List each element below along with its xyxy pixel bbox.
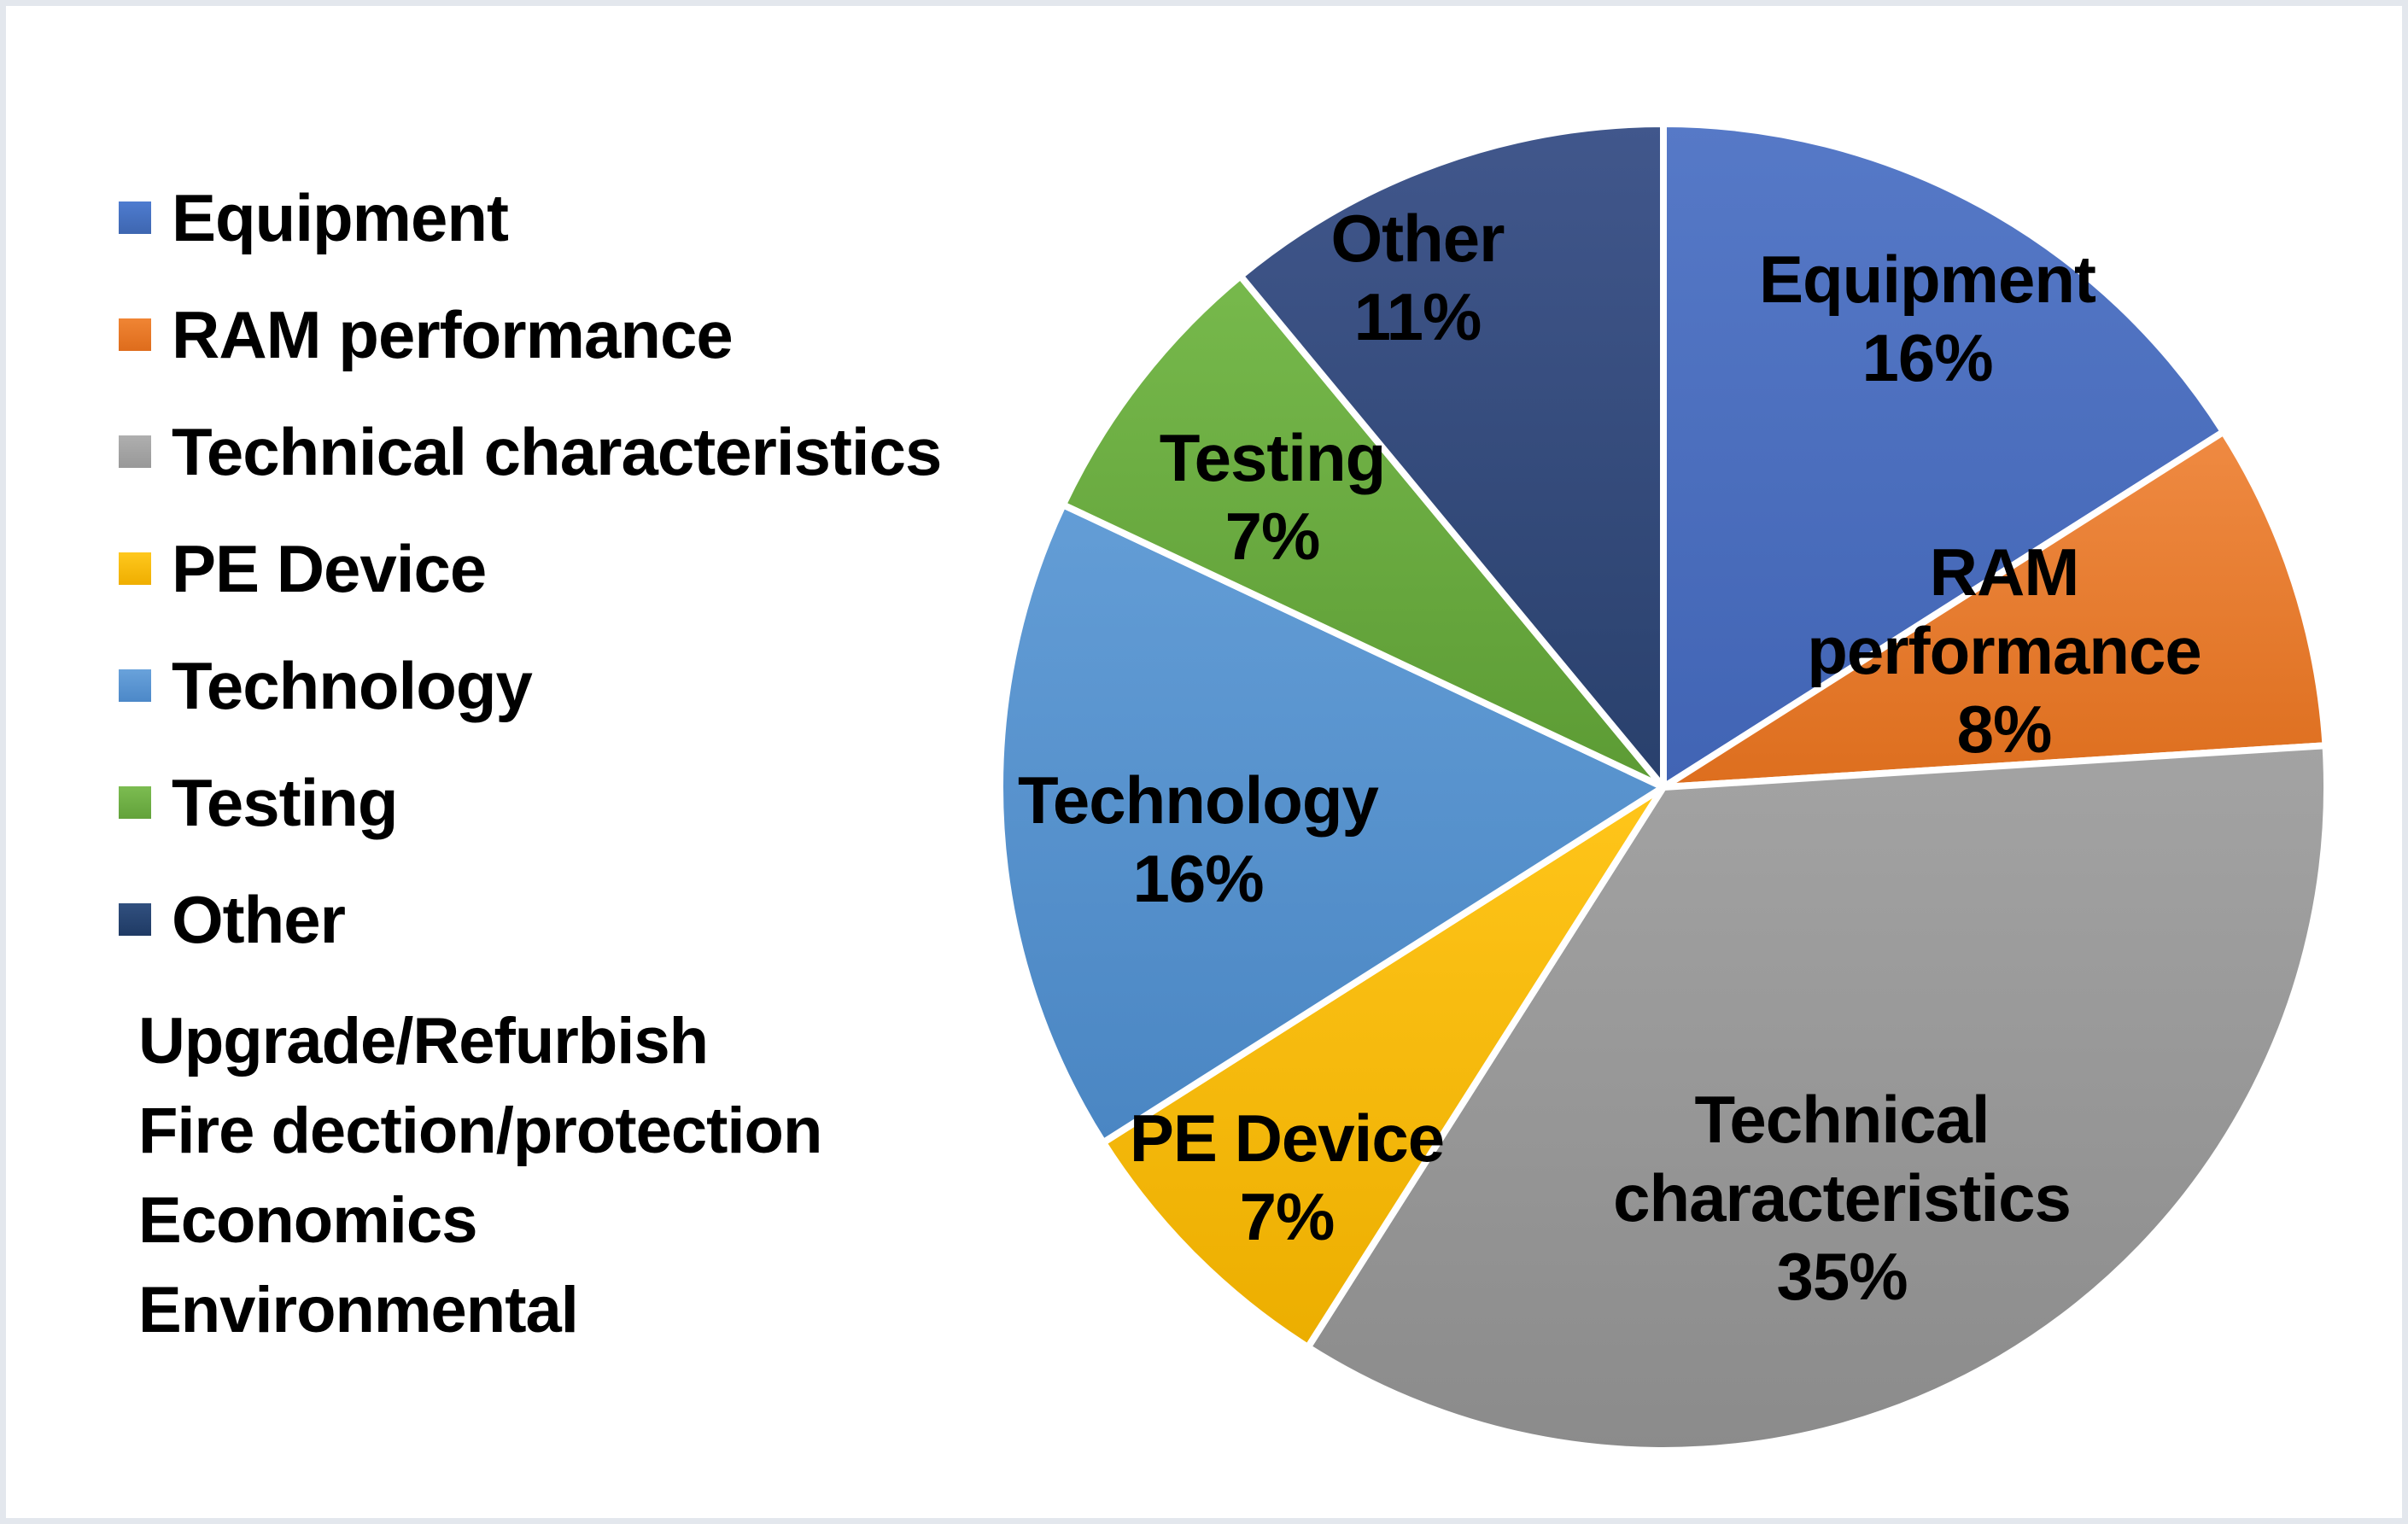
frame-hairline <box>0 0 2408 2</box>
legend-swatch-equipment <box>119 201 151 234</box>
pie-slice-pe-device <box>1100 784 1667 1351</box>
pie-label-equipment-line-1: 16% <box>1862 320 1992 395</box>
pie-slice-ram-performance <box>1660 428 2329 791</box>
pie-label-technical-characteristics-line-0: Technical <box>1694 1082 1989 1157</box>
legend-label-technology: Technology <box>172 647 533 723</box>
legend-label-equipment: Equipment <box>172 179 509 255</box>
pie-label-technology-line-0: Technology <box>1018 762 1379 838</box>
legend-swatch-technical-characteristics <box>119 435 151 468</box>
pie-slice-technology <box>997 501 1667 1147</box>
pie-label-technical-characteristics-line-1: characteristics <box>1613 1160 2071 1235</box>
pie-label-pe-device-line-1: 7% <box>1240 1179 1335 1254</box>
legend-extra-list: Upgrade/Refurbish Fire dection/protectio… <box>138 996 822 1355</box>
legend-item-technology: Technology <box>119 627 941 744</box>
legend-swatch-other <box>119 902 151 936</box>
pie-label-other-line-0: Other <box>1330 201 1505 276</box>
legend-item-pe-device: PE Device <box>119 510 941 627</box>
legend-item-ram-performance: RAM performance <box>119 276 941 393</box>
legend-swatch-ram-performance <box>119 318 151 351</box>
pie-label-ram-performance-line-0: RAM <box>1930 534 2079 610</box>
pie-slice-testing <box>1059 272 1667 791</box>
pie-label-ram-performance-line-2: 8% <box>1957 692 2052 767</box>
pie-label-technology-line-1: 16% <box>1132 841 1263 916</box>
pie-slice-equipment <box>1660 120 2227 791</box>
legend-label-ram-performance: RAM performance <box>172 296 734 372</box>
pie-label-other-line-1: 11% <box>1354 279 1482 354</box>
legend-item-technical-characteristics: Technical characteristics <box>119 393 942 510</box>
legend-item-testing: Testing <box>119 744 941 861</box>
pie-slice-other <box>1236 120 1667 791</box>
legend-label-testing: Testing <box>172 764 399 840</box>
legend-extra-environmental: Environmental <box>138 1274 579 1346</box>
pie-legend: Equipment RAM performance Technical char… <box>119 159 942 978</box>
pie-label-technical-characteristics-line-2: 35% <box>1776 1239 1907 1314</box>
pie-slice-technical-characteristics <box>1304 742 2331 1454</box>
legend-extra-economics: Economics <box>138 1184 477 1257</box>
pie-label-testing-line-1: 7% <box>1225 499 1320 574</box>
pie-chart: Equipment16%RAMperformance8%Technicalcha… <box>997 120 2331 1454</box>
legend-item-other: Other <box>119 861 941 978</box>
legend-swatch-technology <box>119 669 151 702</box>
legend-label-pe-device: PE Device <box>172 530 487 606</box>
legend-label-other: Other <box>172 881 346 957</box>
pie-label-ram-performance-line-1: performance <box>1807 613 2201 688</box>
legend-swatch-testing <box>119 785 151 819</box>
pie-label-equipment-line-0: Equipment <box>1759 242 2096 317</box>
legend-extra-upgrade-refurbish: Upgrade/Refurbish <box>138 1005 709 1077</box>
pie-label-pe-device-line-0: PE Device <box>1130 1101 1444 1176</box>
legend-swatch-pe-device <box>119 552 151 585</box>
legend-label-technical-characteristics: Technical characteristics <box>172 413 942 489</box>
legend-extra-fire-dection-protection: Fire dection/protection <box>138 1095 822 1167</box>
legend-item-equipment: Equipment <box>119 159 941 276</box>
pie-label-testing-line-0: Testing <box>1160 420 1386 495</box>
